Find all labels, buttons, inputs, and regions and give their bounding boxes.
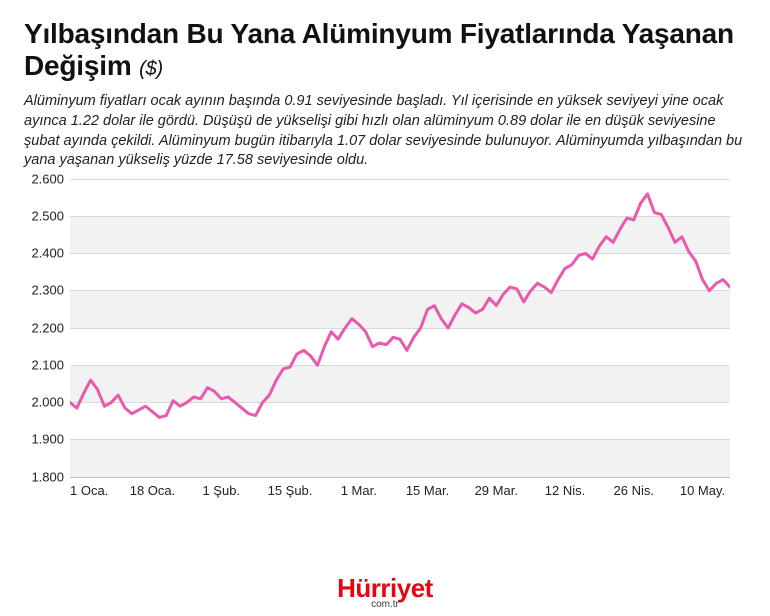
title-unit: ($) <box>139 58 163 80</box>
source-logo: Hürriyet com.tr <box>337 575 433 610</box>
y-tick-label: 2.600 <box>24 171 64 186</box>
y-tick-label: 1.800 <box>24 469 64 484</box>
x-tick-label: 29 Mar. <box>475 483 518 498</box>
x-tick-label: 15 Şub. <box>268 483 313 498</box>
x-tick-label: 12 Nis. <box>545 483 585 498</box>
line-series <box>70 179 730 477</box>
x-tick-label: 1 Şub. <box>202 483 240 498</box>
x-axis-line <box>70 477 730 478</box>
title-text: Yılbaşından Bu Yana Alüminyum Fiyatların… <box>24 18 734 81</box>
x-tick-label: 18 Oca. <box>130 483 176 498</box>
y-tick-label: 2.200 <box>24 320 64 335</box>
x-tick-label: 10 May. <box>680 483 725 498</box>
x-tick-label: 26 Nis. <box>614 483 654 498</box>
plot-area <box>70 179 730 477</box>
chart-title: Yılbaşından Bu Yana Alüminyum Fiyatların… <box>24 18 746 82</box>
y-tick-label: 1.900 <box>24 432 64 447</box>
y-tick-label: 2.300 <box>24 283 64 298</box>
x-tick-label: 15 Mar. <box>406 483 449 498</box>
logo-main: Hürriyet <box>337 575 433 601</box>
x-tick-label: 1 Oca. <box>70 483 108 498</box>
y-tick-label: 2.400 <box>24 246 64 261</box>
line-chart: 1.800 1.900 2.000 2.100 2.200 2.300 2.400 2.500… <box>24 179 746 501</box>
y-tick-label: 2.500 <box>24 208 64 223</box>
y-tick-label: 2.100 <box>24 357 64 372</box>
chart-description: Alüminyum fiyatları ocak ayının başında … <box>24 92 746 170</box>
x-tick-label: 1 Mar. <box>341 483 377 498</box>
y-tick-label: 2.000 <box>24 395 64 410</box>
